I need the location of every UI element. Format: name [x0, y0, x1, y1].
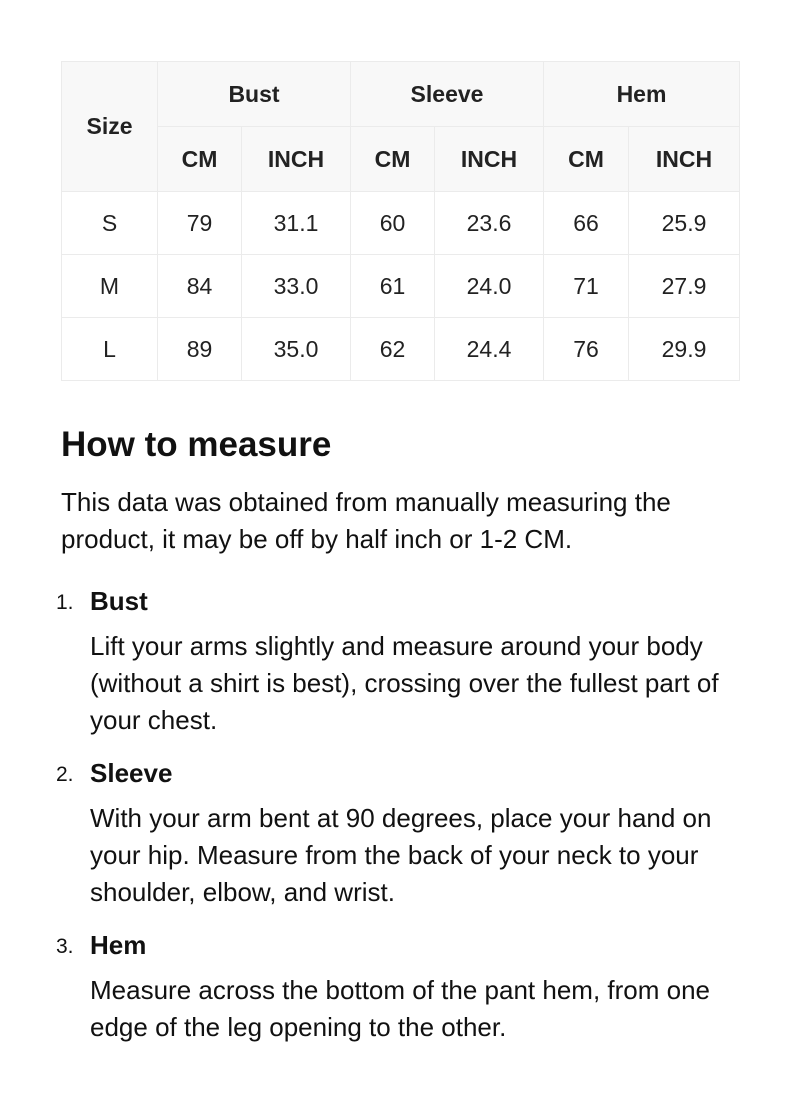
unit-header: INCH: [434, 126, 544, 192]
table-cell: 61: [350, 254, 435, 318]
table-cell: 79: [157, 191, 242, 255]
table-cell: 24.0: [434, 254, 544, 318]
step-item: 2. Sleeve With your arm bent at 90 degrees…: [0, 754, 760, 911]
table-cell: 27.9: [628, 254, 740, 318]
table-row: M 84 33.0 61 24.0 71 27.9: [61, 254, 740, 318]
table-cell: 62: [350, 317, 435, 381]
header-row: Size Bust Sleeve Hem: [61, 61, 740, 192]
table-cell: 23.6: [434, 191, 544, 255]
section-heading: How to measure: [61, 425, 332, 464]
table-cell: 66: [543, 191, 629, 255]
table-cell: 84: [157, 254, 242, 318]
table-cell: 60: [350, 191, 435, 255]
step-number: 1.: [56, 591, 74, 614]
sleeve-header: Sleeve: [350, 61, 544, 127]
step-text: With your arm bent at 90 degrees, place …: [90, 803, 712, 907]
bust-header: Bust: [157, 61, 351, 127]
table-row: S 79 31.1 60 23.6 66 25.9: [61, 191, 740, 255]
size-chart-table: Size Bust Sleeve Hem CM INCH CM INCH CM …: [61, 61, 740, 381]
unit-header: INCH: [241, 126, 351, 192]
step-text: Lift your arms slightly and measure arou…: [90, 631, 719, 735]
unit-header: CM: [350, 126, 435, 192]
step-title: Bust: [90, 586, 148, 616]
intro-text: This data was obtained from manually mea…: [61, 487, 671, 554]
table-cell: 89: [157, 317, 242, 381]
step-title: Sleeve: [90, 758, 173, 788]
step-number: 2.: [56, 763, 74, 786]
step-item: 1. Bust Lift your arms slightly and measur…: [0, 582, 760, 739]
table-cell: L: [61, 317, 158, 381]
table-row: L 89 35.0 62 24.4 76 29.9: [61, 317, 740, 381]
size-header: Size: [61, 61, 158, 192]
table-cell: 24.4: [434, 317, 544, 381]
unit-row: CM INCH CM INCH CM INCH: [62, 126, 740, 192]
unit-header: CM: [157, 126, 242, 192]
table-cell: 31.1: [241, 191, 351, 255]
step-number: 3.: [56, 935, 74, 958]
table-cell: 35.0: [241, 317, 351, 381]
steps-list: 1. Bust Lift your arms slightly and measur…: [0, 582, 760, 1061]
table-cell: 76: [543, 317, 629, 381]
table-cell: 29.9: [628, 317, 740, 381]
table-cell: 71: [543, 254, 629, 318]
step-item: 3. Hem Measure across the bottom of the pa…: [0, 926, 760, 1046]
table-cell: 25.9: [628, 191, 740, 255]
unit-header: CM: [543, 126, 629, 192]
table-cell: S: [61, 191, 158, 255]
table-cell: 33.0: [241, 254, 351, 318]
unit-header: INCH: [628, 126, 740, 192]
step-title: Hem: [90, 930, 147, 960]
table-cell: M: [61, 254, 158, 318]
step-text: Measure across the bottom of the pant he…: [90, 975, 710, 1042]
hem-header: Hem: [543, 61, 740, 127]
